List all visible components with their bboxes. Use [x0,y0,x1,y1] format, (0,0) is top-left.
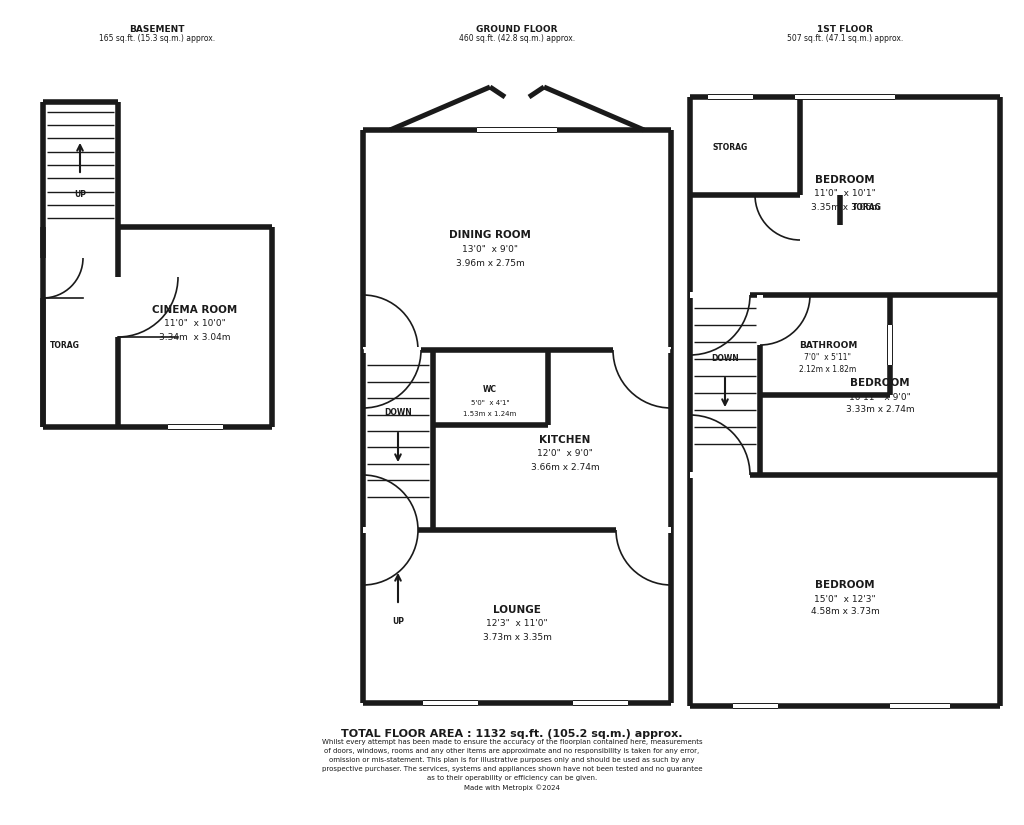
Text: DINING ROOM: DINING ROOM [450,230,530,240]
Text: TOTAL FLOOR AREA : 1132 sq.ft. (105.2 sq.m.) approx.: TOTAL FLOOR AREA : 1132 sq.ft. (105.2 sq… [341,729,683,739]
Text: 3.34m  x 3.04m: 3.34m x 3.04m [160,332,230,342]
Text: 3.96m x 2.75m: 3.96m x 2.75m [456,258,524,267]
Text: 10'11"  x 9'0": 10'11" x 9'0" [849,393,911,402]
Text: TORAG: TORAG [50,341,80,350]
Text: 15'0"  x 12'3": 15'0" x 12'3" [814,595,876,604]
Bar [572,701,628,705]
Bar [732,704,777,708]
Text: UP: UP [392,617,404,626]
Text: BEDROOM: BEDROOM [850,378,909,388]
Text: CINEMA ROOM: CINEMA ROOM [153,305,238,315]
Text: 3.73m x 3.35m: 3.73m x 3.35m [482,633,552,642]
Text: TORAG: TORAG [852,204,882,213]
Text: 5'0"  x 4'1": 5'0" x 4'1" [471,400,509,406]
Text: 3.66m x 2.74m: 3.66m x 2.74m [530,463,599,472]
Text: 13'0"  x 9'0": 13'0" x 9'0" [462,244,518,253]
Text: KITCHEN: KITCHEN [540,435,591,445]
Text: BEDROOM: BEDROOM [815,175,874,185]
Bar [362,347,421,353]
Text: GROUND FLOOR: GROUND FLOOR [476,25,558,34]
Bar [757,295,763,345]
Bar [795,95,895,99]
Text: 12'0"  x 9'0": 12'0" x 9'0" [537,450,593,459]
Text: 11'0"  x 10'1": 11'0" x 10'1" [814,190,876,199]
Text: BEDROOM: BEDROOM [815,580,874,590]
Text: 7'0"  x 5'11": 7'0" x 5'11" [805,353,852,362]
Text: 507 sq.ft. (47.1 sq.m.) approx.: 507 sq.ft. (47.1 sq.m.) approx. [786,34,903,43]
Bar [888,325,892,365]
Bar [690,472,750,478]
Text: STORAG: STORAG [713,144,748,153]
Bar [708,95,753,99]
Text: 4.58m x 3.73m: 4.58m x 3.73m [811,607,880,616]
Text: Whilst every attempt has been made to ensure the accuracy of the floorplan conta: Whilst every attempt has been made to en… [322,739,702,791]
Text: DOWN: DOWN [384,408,412,417]
Text: 1.53m x 1.24m: 1.53m x 1.24m [464,411,517,417]
Text: 460 sq.ft. (42.8 sq.m.) approx.: 460 sq.ft. (42.8 sq.m.) approx. [459,34,575,43]
Bar [613,347,671,353]
Bar [477,128,557,132]
Bar [890,704,950,708]
Text: DOWN: DOWN [711,354,739,363]
Text: 1ST FLOOR: 1ST FLOOR [817,25,873,34]
Text: 12'3"  x 11'0": 12'3" x 11'0" [486,620,548,629]
Text: 3.35m x 3.06m: 3.35m x 3.06m [811,202,880,211]
Text: 2.12m x 1.82m: 2.12m x 1.82m [800,365,857,375]
Text: BASEMENT: BASEMENT [129,25,184,34]
Text: LOUNGE: LOUNGE [494,605,541,615]
Bar [362,527,418,533]
Bar [168,425,222,429]
Bar [690,292,750,298]
Text: BATHROOM: BATHROOM [799,341,857,350]
Text: 165 sq.ft. (15.3 sq.m.) approx.: 165 sq.ft. (15.3 sq.m.) approx. [99,34,215,43]
Text: 11'0"  x 10'0": 11'0" x 10'0" [164,319,226,328]
Bar [423,701,477,705]
Text: 3.33m x 2.74m: 3.33m x 2.74m [846,406,914,414]
Text: WC: WC [483,385,497,394]
Text: UP: UP [74,190,86,199]
Bar [616,527,671,533]
